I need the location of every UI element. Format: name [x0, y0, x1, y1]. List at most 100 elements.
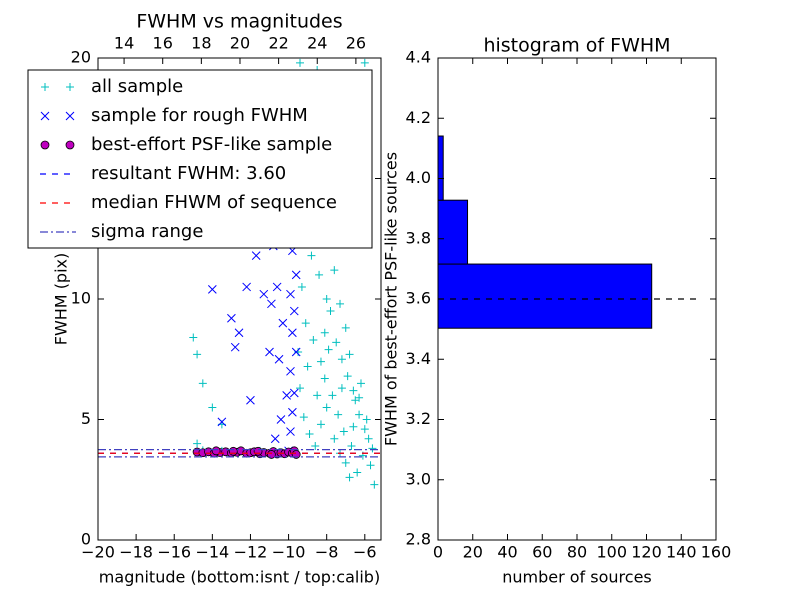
plus-marker [341, 323, 350, 332]
plus-marker [189, 333, 198, 342]
y-tick-label: 3.6 [406, 289, 431, 308]
plus-marker [334, 410, 343, 419]
plus-marker [296, 384, 305, 393]
y-tick-label: 10 [71, 289, 91, 308]
x-marker [288, 407, 297, 417]
x-marker [282, 391, 292, 400]
plus-marker [362, 415, 371, 424]
y-tick-label: 3.8 [406, 228, 431, 247]
x-tick-label: 120 [631, 543, 662, 562]
x2-tick-label: 16 [153, 34, 173, 53]
y-tick-label: 3.4 [406, 349, 431, 368]
plus-marker [364, 434, 373, 443]
histogram-bar [438, 263, 653, 329]
plus-marker [316, 420, 325, 429]
x2-tick-label: 26 [346, 34, 366, 53]
plus-marker [330, 434, 339, 443]
histogram-bar [438, 199, 469, 265]
plus-marker [322, 403, 331, 412]
plus-marker [208, 403, 217, 412]
plus-marker [328, 391, 337, 400]
plus-marker [320, 328, 329, 337]
x-marker [276, 415, 286, 424]
plus-marker [337, 384, 346, 393]
x-marker [291, 270, 301, 280]
x-marker [267, 299, 276, 309]
x2-tick-label: 14 [114, 34, 134, 53]
x-marker [242, 282, 251, 292]
plus-marker [316, 357, 325, 366]
x-marker [270, 434, 280, 444]
plus-marker [305, 429, 314, 438]
x-marker [234, 328, 244, 338]
x-marker [286, 427, 295, 436]
plus-marker [313, 391, 322, 400]
plus-marker [294, 348, 303, 357]
chart-title: histogram of FWHM [483, 35, 670, 57]
x-marker [230, 342, 240, 352]
legend-label: resultant FWHM: 3.60 [91, 163, 286, 184]
y-tick-label: 3.0 [406, 469, 431, 488]
plus-marker [368, 444, 377, 453]
x-marker [286, 366, 295, 376]
plus-marker [343, 372, 352, 381]
x-marker [291, 347, 301, 357]
y-axis-label: FWHM of best-effort PSF-like sources [382, 152, 401, 446]
y-tick-label: 0 [81, 530, 91, 549]
x-tick-label: −18 [119, 543, 153, 562]
x-tick-label: −20 [81, 543, 115, 562]
x-marker [288, 328, 297, 338]
plus-marker [349, 386, 358, 395]
y-tick-label: 3.2 [406, 409, 431, 428]
legend-label: all sample [91, 76, 183, 97]
y-tick-label: 5 [81, 409, 91, 428]
x-axis-label: number of sources [502, 568, 652, 587]
x-tick-label: 80 [567, 543, 587, 562]
x-tick-label: −14 [195, 543, 229, 562]
circle-marker [253, 446, 263, 456]
plus-marker [339, 427, 348, 436]
x-marker [272, 282, 282, 292]
x-tick-label: 0 [433, 543, 443, 562]
plus-marker [345, 473, 354, 482]
plus-marker [309, 335, 318, 344]
plus-marker [303, 362, 312, 371]
plus-marker [370, 480, 379, 489]
x-tick-label: 100 [596, 543, 627, 562]
plot-marks [438, 135, 697, 329]
histogram-bar [438, 135, 444, 201]
y-tick-label: 4.2 [406, 108, 431, 127]
plus-marker [330, 266, 339, 275]
plus-marker [193, 350, 202, 359]
plus-marker [320, 374, 329, 383]
x-tick-label: −8 [315, 543, 339, 562]
x-marker [227, 313, 236, 323]
x2-tick-label: 20 [230, 34, 250, 53]
x-tick-label: −12 [234, 543, 268, 562]
legend-label: sample for rough FWHM [91, 105, 308, 126]
plus-marker [355, 393, 364, 402]
plus-marker [341, 458, 350, 467]
legend-label: median FHWM of sequence [91, 192, 337, 213]
legend-marker [65, 140, 75, 150]
plus-marker [337, 355, 346, 364]
y-tick-label: 20 [71, 48, 91, 67]
legend-marker [41, 83, 49, 91]
legend-box [27, 69, 373, 249]
plus-marker [315, 270, 324, 279]
plus-marker [336, 299, 345, 308]
y-tick-label: 2.8 [406, 530, 431, 549]
x-marker [274, 354, 284, 364]
plus-marker [301, 319, 310, 328]
plus-marker [332, 338, 341, 347]
plus-marker [360, 58, 369, 67]
legend-marker [66, 83, 74, 91]
y-tick-label: 4.0 [406, 168, 431, 187]
plus-marker [360, 425, 369, 434]
plus-marker [355, 410, 364, 419]
x-marker [246, 395, 255, 405]
plus-marker [366, 461, 375, 470]
plus-marker [307, 251, 316, 260]
x-axis-label: magnitude (bottom:isnt / top:calib) [99, 568, 380, 587]
